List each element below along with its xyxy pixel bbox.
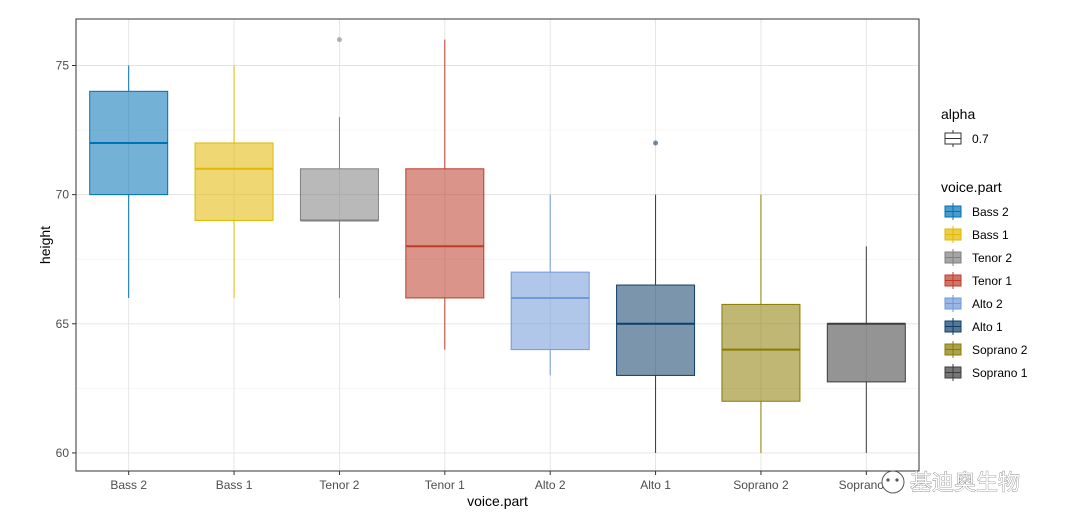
box-bass-2 (89, 65, 169, 298)
legend-key-bass-2 (944, 203, 962, 220)
y-tick-label: 70 (56, 188, 70, 202)
legend-label: Alto 2 (972, 297, 1003, 311)
watermark-text: 基迪奥生物 (910, 470, 1020, 495)
x-tick-label: Tenor 2 (319, 478, 359, 492)
legend-key-tenor-1 (944, 272, 962, 289)
box-soprano-1 (826, 246, 906, 453)
watermark: 基迪奥生物 (881, 470, 1020, 495)
panel-border (75, 18, 920, 472)
legend-key-alpha (944, 130, 962, 147)
x-tick-label: Soprano 2 (733, 478, 789, 492)
legend-label: Tenor 1 (972, 274, 1012, 288)
legend-key-soprano-2 (944, 341, 962, 358)
x-ticks: Bass 2 Bass 1 Tenor 2 Tenor 1 Alto 2 Alto 1 So… (110, 471, 894, 492)
legend-label: 0.7 (972, 132, 989, 146)
outlier-point (336, 37, 342, 43)
x-tick-label: Tenor 1 (425, 478, 465, 492)
grid (76, 19, 919, 471)
y-ticks: 60 65 70 75 (56, 58, 76, 460)
legend-key-tenor-2 (944, 249, 962, 266)
legend-key-bass-1 (944, 226, 962, 243)
legend-label: Alto 1 (972, 320, 1003, 334)
y-tick-label: 75 (56, 58, 70, 72)
boxes (89, 37, 906, 453)
y-axis-title: height (37, 226, 53, 264)
box-bass-1 (194, 65, 274, 298)
legend-key-alto-1 (944, 318, 962, 335)
box-soprano-2 (721, 194, 801, 453)
x-tick-label: Soprano 1 (839, 478, 895, 492)
box-rect (510, 271, 590, 351)
x-axis-title: voice.part (467, 493, 528, 509)
legend-key-alto-2 (944, 295, 962, 312)
box-rect (194, 142, 274, 221)
x-tick-label: Alto 2 (535, 478, 566, 492)
box-tenor-2 (299, 37, 379, 298)
legend-label: Bass 2 (972, 205, 1009, 219)
box-alto-1 (616, 140, 696, 453)
legend-label: Soprano 1 (972, 366, 1028, 380)
legend: alpha 0.7 voice.part Bass 2 Bass 1 Tenor 2 Ten… (941, 106, 1028, 381)
y-tick-label: 60 (56, 446, 70, 460)
box-rect (299, 168, 379, 221)
x-tick-label: Bass 2 (110, 478, 147, 492)
legend-title-alpha: alpha (941, 106, 975, 122)
legend-label: Tenor 2 (972, 251, 1012, 265)
box-alto-2 (510, 194, 590, 376)
legend-key-soprano-1 (944, 364, 962, 381)
legend-label: Bass 1 (972, 228, 1009, 242)
box-rect (616, 284, 696, 376)
box-rect (826, 323, 906, 383)
box-tenor-1 (405, 39, 485, 350)
x-tick-label: Bass 1 (216, 478, 253, 492)
y-tick-label: 65 (56, 317, 70, 331)
box-rect (405, 168, 485, 299)
legend-title-voice-part: voice.part (941, 179, 1002, 195)
outlier-point (653, 140, 659, 146)
legend-label: Soprano 2 (972, 343, 1028, 357)
box-rect (721, 303, 801, 402)
x-tick-label: Alto 1 (640, 478, 671, 492)
